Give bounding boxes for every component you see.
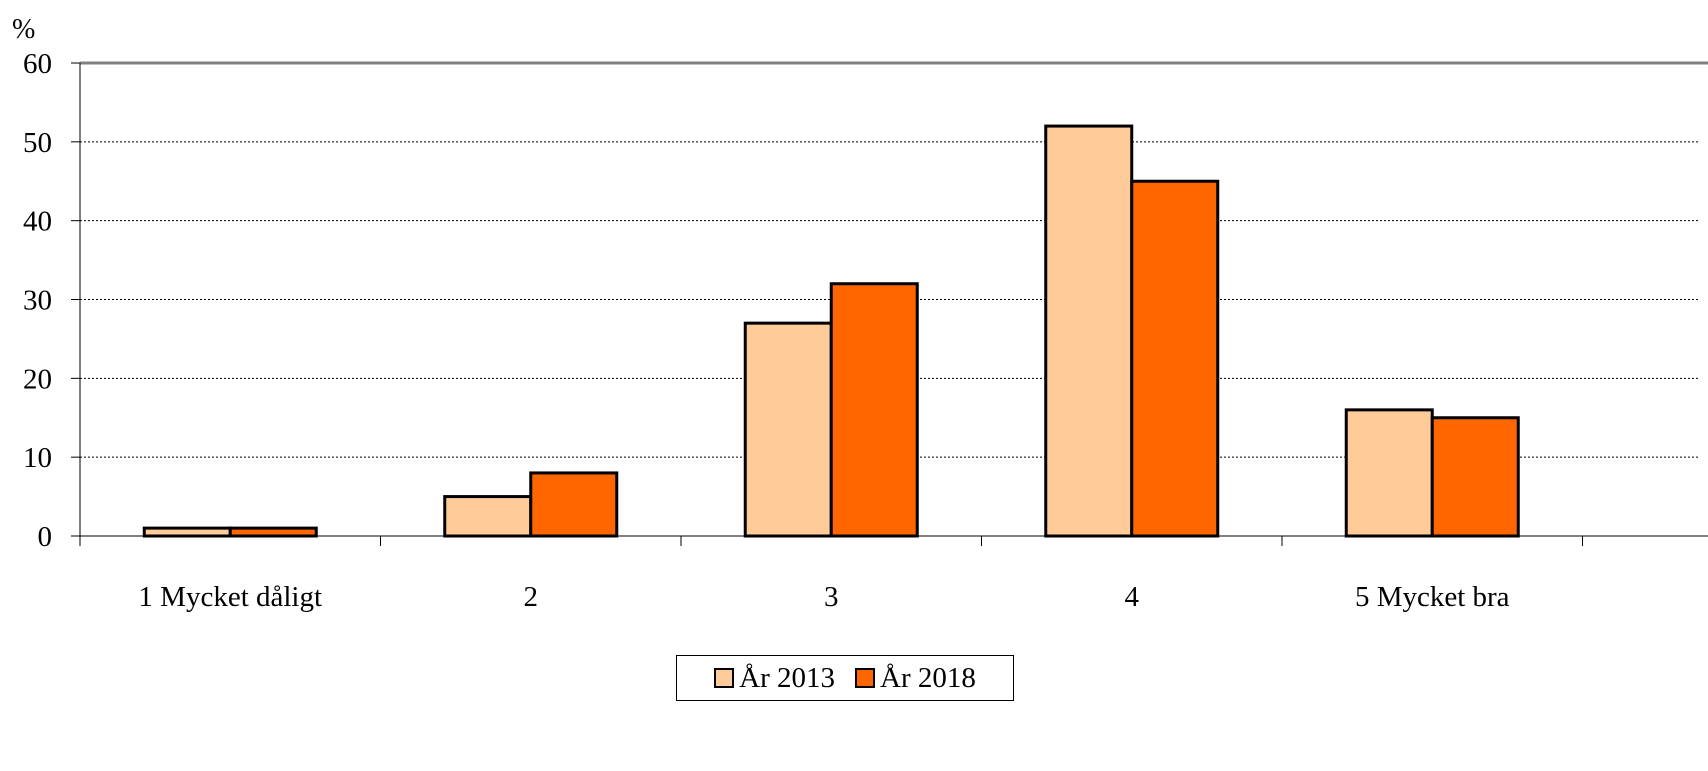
bar-år-2013	[743, 321, 833, 538]
legend-swatch-2018	[855, 668, 875, 688]
bar-år-2018	[1430, 416, 1520, 538]
bar-år-2018	[1130, 179, 1220, 538]
y-tick-label: 30	[23, 285, 52, 317]
bar-år-2018	[529, 471, 619, 538]
bar-år-2013	[142, 526, 232, 538]
legend-label-2018: År 2018	[880, 661, 976, 694]
y-tick-label: 10	[23, 442, 52, 474]
x-category-label: 4	[1125, 581, 1140, 613]
legend-item-2018: År 2018	[855, 662, 976, 695]
bar-år-2018	[228, 526, 318, 538]
y-tick-label: 0	[38, 521, 53, 553]
bar-år-2013	[1044, 124, 1134, 538]
y-tick-label: 50	[23, 127, 52, 159]
x-category-label: 1 Mycket dåligt	[138, 581, 322, 613]
y-axis-unit-label: %	[12, 14, 35, 45]
legend-swatch-2013	[714, 668, 735, 688]
bars	[142, 124, 1520, 538]
y-tick-label: 60	[23, 48, 52, 80]
bar-år-2018	[829, 282, 919, 538]
bar-år-2013	[443, 495, 533, 538]
x-category-label: 3	[824, 581, 839, 613]
tick-labels: 0 10 20 30 40 50 60 1 Mycket dåligt 2 3 4 5 Mycket …	[23, 48, 1510, 613]
y-tick-label: 20	[23, 363, 52, 395]
x-category-label: 2	[524, 581, 539, 613]
legend: År 2013 År 2018	[676, 655, 1014, 701]
legend-item-2013: År 2013	[714, 662, 835, 695]
bar-år-2013	[1344, 408, 1434, 538]
axes	[71, 61, 1708, 546]
x-category-label: 5 Mycket bra	[1355, 581, 1510, 613]
legend-label-2013: År 2013	[739, 661, 835, 694]
y-tick-label: 40	[23, 206, 52, 238]
